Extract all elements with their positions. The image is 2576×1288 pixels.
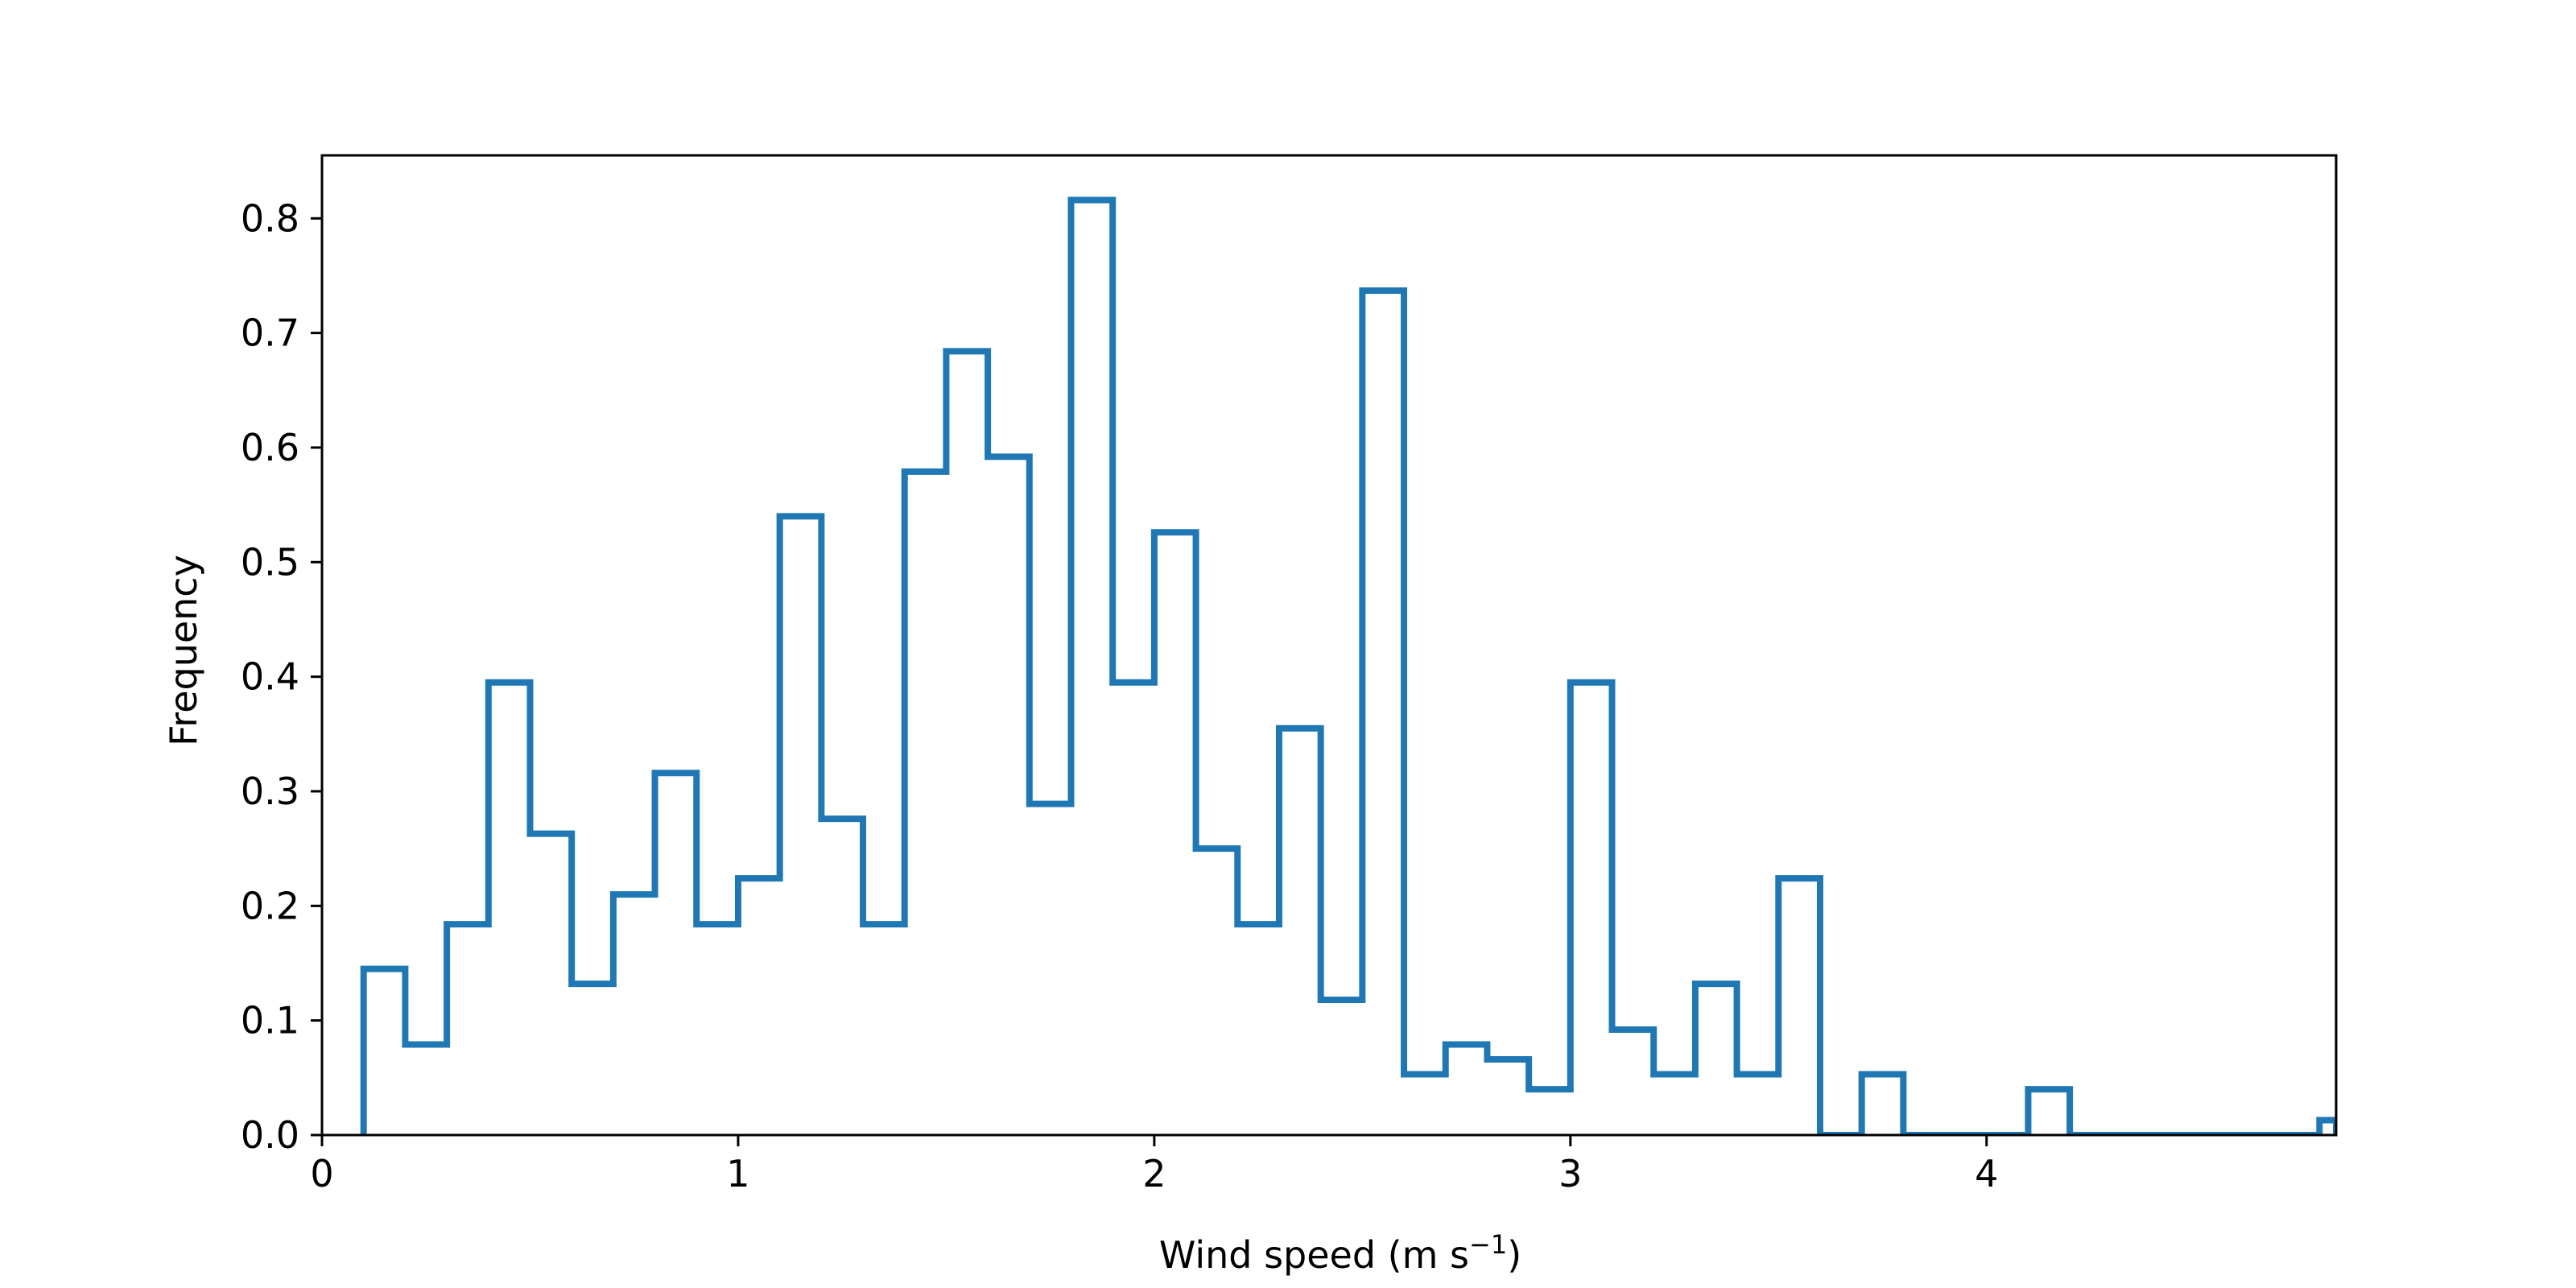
x-tick-label: 1: [726, 1152, 749, 1195]
histogram-bin: [364, 969, 406, 1135]
x-tick-label: 0: [310, 1152, 333, 1195]
y-tick-label: 0.3: [241, 770, 299, 813]
x-axis-label-text: Wind speed (m s: [1159, 1233, 1469, 1277]
histogram-bin: [405, 1045, 447, 1135]
plot-area: [360, 196, 2336, 1135]
histogram-bin: [1154, 532, 1196, 1135]
x-axis-label: Wind speed (m s−1): [1159, 1229, 1521, 1277]
histogram-bin: [1196, 848, 1238, 1135]
histogram-bin: [655, 773, 697, 1135]
histogram-bin: [1071, 200, 1113, 1135]
histogram-bin: [1362, 291, 1404, 1135]
histogram-bin: [1862, 1075, 1904, 1135]
histogram-bin: [738, 878, 780, 1135]
y-tick-label: 0.2: [241, 884, 299, 927]
histogram-bin: [988, 456, 1030, 1135]
histogram-bin: [572, 984, 613, 1135]
histogram-bin: [946, 351, 988, 1135]
histogram-bin: [1612, 1030, 1654, 1135]
histogram-bin: [2028, 1089, 2070, 1135]
histogram-bin: [905, 472, 947, 1135]
x-axis-label-superscript: −1: [1469, 1229, 1507, 1260]
y-tick-label: 0.7: [241, 312, 299, 355]
axes-frame: [320, 154, 2338, 1137]
axes: [320, 154, 2338, 1137]
x-tick-label: 4: [1975, 1152, 1998, 1195]
histogram-bin: [1737, 1075, 1779, 1135]
histogram-bin: [530, 834, 572, 1135]
y-tick-label: 0.0: [241, 1113, 299, 1157]
histogram-bin: [1446, 1045, 1488, 1135]
y-tick-label: 0.8: [241, 196, 299, 240]
y-tick-label: 0.1: [241, 999, 299, 1042]
histogram-bin: [1321, 1000, 1363, 1135]
histogram-bin: [489, 683, 530, 1135]
histogram-bin: [780, 516, 822, 1135]
histogram-bin: [1237, 924, 1279, 1135]
x-tick-label: 3: [1558, 1152, 1582, 1195]
histogram-bin: [863, 924, 905, 1135]
histogram-bin: [1653, 1075, 1695, 1135]
histogram-bin: [1113, 683, 1154, 1135]
histogram-bin: [1778, 878, 1820, 1135]
histogram-bin: [613, 894, 655, 1135]
histogram-bin: [1529, 1089, 1571, 1135]
histogram-bin: [696, 924, 738, 1135]
histogram-bin: [821, 819, 863, 1135]
ticks: 0 1 2 3 4 0.0 0.1 0.2 0.3 0.4 0.5 0.6 0.7 0.8: [241, 196, 1999, 1195]
histogram-step-line: [360, 196, 2336, 1135]
histogram-bin: [1030, 804, 1071, 1135]
x-tick-label: 2: [1142, 1152, 1166, 1195]
histogram-bin: [1695, 984, 1737, 1135]
x-axis-label-suffix: ): [1507, 1233, 1521, 1277]
y-tick-label: 0.6: [241, 426, 299, 469]
histogram-bin: [1404, 1075, 1446, 1135]
y-tick-label: 0.5: [241, 540, 299, 584]
histogram-bin: [447, 924, 489, 1135]
y-tick-label: 0.4: [241, 655, 299, 699]
histogram-bin: [1487, 1059, 1529, 1135]
histogram-bin: [1279, 729, 1321, 1135]
histogram-bin: [1571, 683, 1612, 1135]
y-axis-label: Frequency: [162, 555, 205, 746]
